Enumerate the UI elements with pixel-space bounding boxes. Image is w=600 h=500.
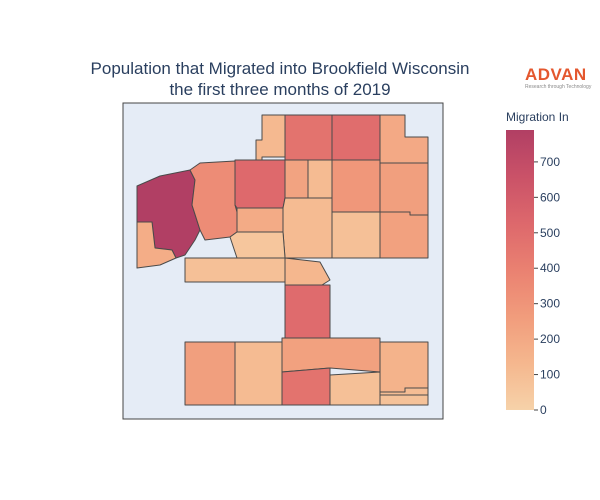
title-line-2: the first three months of 2019	[169, 80, 391, 99]
colorbar-tick-label: 200	[540, 332, 560, 346]
colorbar-tick-label: 0	[540, 403, 547, 417]
region-east-1[interactable]	[379, 162, 429, 216]
region-central-red[interactable]	[234, 159, 286, 209]
region-south-2[interactable]	[234, 341, 283, 406]
region-south-8[interactable]	[379, 394, 429, 406]
brand-name: ADVAN	[525, 65, 587, 84]
region-south-strip[interactable]	[184, 257, 286, 283]
region-south-6[interactable]	[281, 367, 331, 406]
region-mid-3[interactable]	[331, 211, 381, 259]
region-central-small-1[interactable]	[284, 159, 309, 199]
brand-logo: ADVAN Research through Technology	[525, 65, 595, 91]
colorbar-tick-label: 500	[540, 226, 560, 240]
region-mid-4[interactable]	[229, 231, 286, 259]
region-southwest-small[interactable]	[136, 221, 177, 269]
colorbar-title: Migration In	[506, 110, 569, 124]
region-central-small-2[interactable]	[307, 159, 333, 199]
region-central-small-3[interactable]	[331, 159, 381, 213]
map-title: Population that Migrated into Brookfield…	[40, 58, 520, 100]
colorbar-ticks: 0 100 200 300 400 500 600 700	[534, 155, 560, 417]
colorbar-tick-label: 700	[540, 155, 560, 169]
region-south-1[interactable]	[184, 341, 236, 406]
colorbar-tick-label: 600	[540, 190, 560, 204]
region-mid-1[interactable]	[236, 207, 284, 233]
region-corridor[interactable]	[284, 284, 331, 339]
colorbar-tick-label: 100	[540, 368, 560, 382]
region-north-block-3[interactable]	[331, 114, 381, 161]
brand-tagline: Research through Technology	[525, 84, 592, 90]
region-south-wedge[interactable]	[284, 257, 331, 286]
colorbar-tick-label: 400	[540, 261, 560, 275]
region-east-2[interactable]	[379, 211, 429, 259]
colorbar	[506, 130, 534, 410]
region-south-4[interactable]	[379, 341, 429, 393]
region-south-5[interactable]	[329, 371, 381, 406]
title-line-1: Population that Migrated into Brookfield…	[90, 59, 470, 78]
region-mid-2[interactable]	[282, 197, 333, 259]
region-north-block-2[interactable]	[284, 114, 333, 161]
region-south-3[interactable]	[281, 337, 381, 373]
colorbar-tick-label: 300	[540, 297, 560, 311]
